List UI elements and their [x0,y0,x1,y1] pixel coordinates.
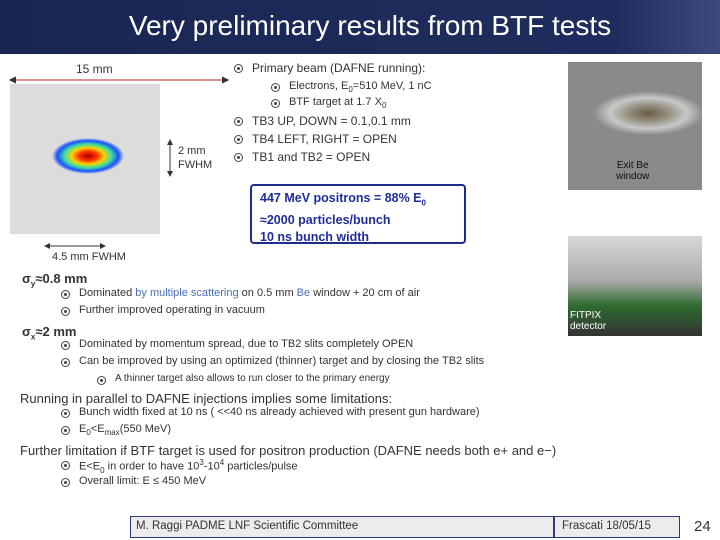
bullet-text: Dominated by momentum spread, due to TB2… [79,338,414,350]
superscript: 3 [199,458,204,467]
bullet: Overall limit: E ≤ 450 MeV [61,475,207,487]
label-line: Exit Be [616,160,649,171]
bullet-text: Primary beam (DAFNE running): [252,61,426,75]
heading-text: ≈2 mm [35,324,77,339]
scale-label: 15 mm [76,62,113,76]
box-line: 10 ns bunch width [260,229,370,244]
footer-left: M. Raggi PADME LNF Scientific Committee [136,520,359,532]
bullet: Bunch width fixed at 10 ns ( <<40 ns alr… [61,406,480,418]
bullet-text: on 0.5 mm [238,287,297,299]
bullet-text: particles/pulse [224,460,298,473]
bullet-text: Dominated [79,287,136,299]
label-line: FITPIX [570,310,602,321]
fwhm-label: FWHM [178,159,213,171]
page-number: 24 [694,518,711,535]
superscript: 4 [219,458,225,467]
title: Very preliminary results from BTF tests [128,10,612,41]
sub-bullet: Electrons, E0=510 MeV, 1 nC [271,80,432,95]
box-line: ≈2000 particles/bunch [260,212,391,227]
photo-label: FITPIX detector [570,310,606,332]
symbol: σ [22,271,31,286]
section-heading: Running in parallel to DAFNE injections … [20,391,393,406]
bullet: Dominated by momentum spread, due to TB2… [61,338,414,350]
subscript: 0 [86,428,91,438]
bullet-text: Can be improved by using an optimized (t… [79,355,485,367]
photo-label: Exit Be window [616,160,649,182]
bullet: TB3 UP, DOWN = 0.1,0.1 mm [234,114,411,128]
bullet: Can be improved by using an optimized (t… [61,355,485,367]
subscript: 0 [421,198,426,208]
bullet-text: TB3 UP, DOWN = 0.1,0.1 mm [252,114,411,128]
highlight-box: 447 MeV positrons = 88% E0 ≈2000 particl… [250,184,466,244]
label-line: detector [570,321,607,332]
section-heading: σy≈0.8 mm [22,271,87,289]
subscript: 0 [348,85,353,95]
bullet-text: -10 [203,460,220,473]
section-heading: σx≈2 mm [22,324,76,342]
bullet: Primary beam (DAFNE running): [234,61,426,75]
bullet-text: Bunch width fixed at 10 ns ( <<40 ns alr… [79,406,480,418]
bullet-text: Further improved operating in vacuum [79,304,265,316]
bullet-text: Electrons, E [289,80,349,92]
title-bar [0,0,720,54]
beam-image [10,84,160,234]
bullet-text: <E [90,423,105,435]
heading-text: ≈0.8 mm [35,271,88,286]
fwhm-label: 4.5 mm FWHM [52,251,126,263]
bullet-text: in order to have 10 [104,460,200,473]
bullet-text: E<E [79,460,101,473]
subscript: 0 [100,465,105,475]
bullet-text: E [79,423,87,435]
bullet-text: A thinner target also allows to run clos… [115,373,390,384]
footer-right: Frascati 18/05/15 [562,520,651,532]
bullet-text: TB1 and TB2 = OPEN [252,150,371,164]
footer-box [130,516,554,538]
subscript: x [30,332,36,342]
bullet-text: =510 MeV, 1 nC [352,80,432,92]
bullet: TB4 LEFT, RIGHT = OPEN [234,132,397,146]
bullet: E0<Emax(550 MeV) [61,423,172,438]
bullet: E<E0 in order to have 103-104 particles/… [61,458,298,475]
subscript: max [104,428,120,438]
bullet-text: (550 MeV) [119,423,172,435]
bullet-text: Overall limit: E ≤ 450 MeV [79,475,207,487]
bullet-text: window + 20 cm of air [310,287,420,299]
label-line: window [616,171,650,182]
bullet: Dominated by multiple scattering on 0.5 … [61,287,420,299]
bullet-text: TB4 LEFT, RIGHT = OPEN [252,132,397,146]
photo-exit-window [568,62,702,190]
fwhm-label: 2 mm [178,145,206,157]
highlight-text: Be [296,287,311,299]
box-line: 447 MeV positrons = 88% E0 [260,190,456,212]
box-text: 447 MeV positrons = 88% E [260,191,422,205]
symbol: σ [22,324,31,339]
sub-bullet: A thinner target also allows to run clos… [97,373,390,385]
bullet: Further improved operating in vacuum [61,304,265,316]
section-heading: Further limitation if BTF target is used… [20,443,557,458]
photo-fitpix [568,236,702,336]
bullet: TB1 and TB2 = OPEN [234,150,371,164]
footer-box [554,516,680,538]
subscript: 0 [381,101,387,111]
subscript: y [30,279,36,289]
sub-bullet: BTF target at 1.7 X0 [271,96,387,111]
highlight-text: by multiple scattering [135,287,239,299]
bullet-text: BTF target at 1.7 X [289,96,382,108]
